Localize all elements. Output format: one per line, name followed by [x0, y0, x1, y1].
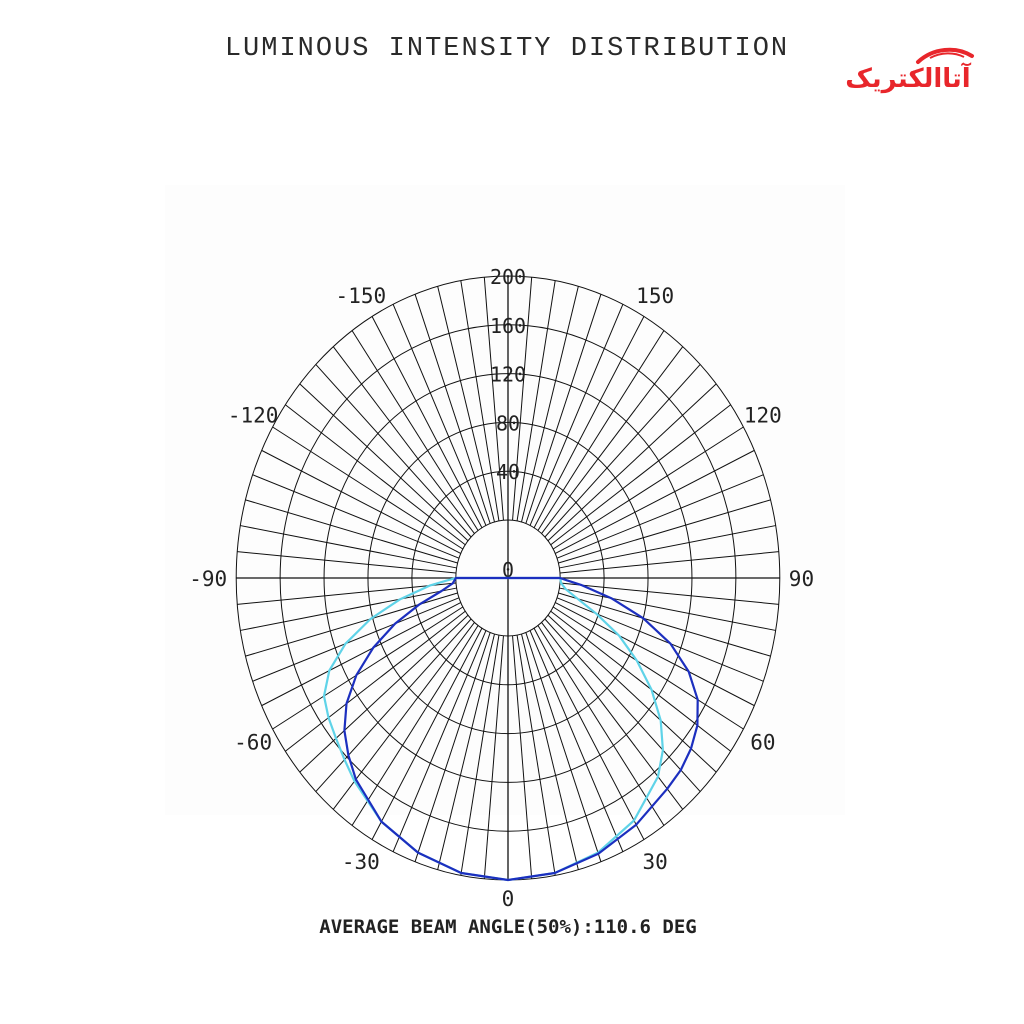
grid-spoke — [541, 346, 684, 534]
grid-spoke — [525, 632, 602, 862]
grid-spoke — [460, 280, 500, 521]
grid-spoke — [555, 602, 755, 707]
grid-spoke — [240, 587, 457, 631]
grid-spoke — [544, 364, 701, 538]
grid-spoke — [315, 364, 472, 538]
grid-spoke — [521, 633, 579, 870]
angle-labels: -150 150 -120 120 -90 90 -60 60 -30 30 0 — [189, 284, 814, 911]
grid-spoke — [550, 404, 731, 546]
grid-spoke — [550, 610, 731, 752]
grid-spoke — [552, 426, 744, 550]
grid-spoke — [521, 286, 579, 523]
angle-label: -150 — [336, 284, 387, 308]
grid-spoke — [245, 592, 458, 657]
radial-tick-label: 160 — [490, 314, 526, 338]
angle-label: -60 — [234, 731, 272, 755]
grid-spoke — [252, 597, 460, 682]
radial-tick-label: 0 — [502, 558, 514, 582]
grid-spoke — [552, 606, 744, 730]
grid-spoke — [533, 316, 645, 529]
angle-label: 30 — [643, 850, 668, 874]
grid-spoke — [237, 582, 457, 605]
grid-spoke — [512, 277, 533, 521]
grid-spoke — [272, 426, 464, 550]
grid-spoke — [285, 404, 466, 546]
radial-tick-label: 80 — [496, 411, 520, 435]
grid-spoke — [537, 625, 665, 826]
grid-spoke — [414, 632, 491, 862]
plot-panel — [165, 185, 845, 815]
grid-spoke — [559, 551, 779, 574]
logo-swoosh-icon — [916, 47, 974, 64]
logo-text: آتاالکتریک — [845, 64, 971, 94]
intensity-curve-2 — [343, 576, 699, 882]
grid-spoke — [516, 635, 556, 876]
radial-tick-labels: 0 40 80 120 160 200 — [490, 265, 526, 582]
grid-spoke — [414, 294, 491, 524]
grid-spoke — [240, 525, 457, 569]
beam-angle-caption: AVERAGE BEAM ANGLE(50%):110.6 DEG — [319, 916, 697, 938]
grid-spoke — [525, 294, 602, 524]
grid-spoke — [371, 627, 483, 840]
polar-grid — [235, 275, 781, 881]
grid-spoke — [392, 630, 487, 852]
grid-spoke — [547, 383, 717, 542]
grid-spoke — [483, 277, 504, 521]
grid-spoke — [529, 304, 624, 526]
radial-tick-label: 200 — [490, 265, 526, 289]
grid-spoke — [559, 587, 776, 631]
grid-spoke — [512, 635, 533, 879]
grid-spoke — [272, 606, 464, 730]
angle-label: -120 — [228, 404, 279, 428]
grid-spoke — [299, 383, 469, 542]
grid-spoke — [533, 627, 645, 840]
angle-label: 120 — [744, 404, 782, 428]
grid-spoke — [392, 304, 487, 526]
grid-spoke — [245, 499, 458, 564]
grid-spoke — [483, 635, 504, 879]
grid-spoke — [371, 316, 483, 529]
grid-spoke — [261, 602, 461, 707]
grid-spoke — [332, 622, 475, 810]
grid-spoke — [558, 592, 771, 657]
angle-label: 90 — [789, 567, 814, 591]
grid-spoke — [285, 610, 466, 752]
radial-tick-label: 120 — [490, 363, 526, 387]
grid-spoke — [556, 597, 764, 682]
angle-label: -30 — [342, 850, 380, 874]
grid-spoke — [559, 525, 776, 569]
angle-label: 0 — [502, 887, 515, 911]
grid-spoke — [558, 499, 771, 564]
grid-spoke — [437, 286, 495, 523]
radial-tick-label: 40 — [496, 460, 520, 484]
grid-spoke — [351, 330, 479, 531]
grid-spoke — [315, 618, 472, 792]
grid-spoke — [544, 618, 701, 792]
grid-spoke — [332, 346, 475, 534]
grid-spoke — [537, 330, 665, 531]
angle-label: -90 — [189, 567, 227, 591]
grid-spoke — [529, 630, 624, 852]
grid-spoke — [261, 449, 461, 554]
grid-spoke — [437, 633, 495, 870]
angle-label: 60 — [750, 731, 775, 755]
grid-spoke — [556, 474, 764, 559]
chart-title: LUMINOUS INTENSITY DISTRIBUTION — [224, 34, 790, 64]
grid-spoke — [299, 614, 469, 773]
grid-spoke — [541, 622, 684, 810]
grid-spoke — [237, 551, 457, 574]
grid-spoke — [559, 582, 779, 605]
grid-spoke — [351, 625, 479, 826]
grid-spoke — [547, 614, 717, 773]
brand-logo: آتاالکتریک — [838, 42, 978, 104]
grid-spoke — [555, 449, 755, 554]
grid-spoke — [516, 280, 556, 521]
grid-spoke — [460, 635, 500, 876]
grid-spoke — [252, 474, 460, 559]
angle-label: 150 — [636, 284, 674, 308]
